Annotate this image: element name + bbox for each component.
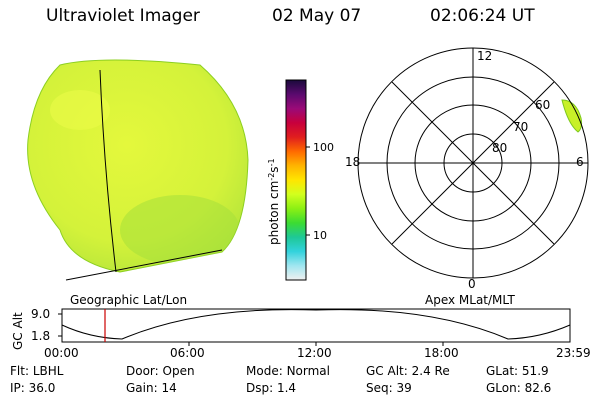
earth-disk-image xyxy=(27,59,249,281)
left-panel-caption: Geographic Lat/Lon xyxy=(70,293,187,307)
time-tick-0000: 00:00 xyxy=(44,346,79,360)
date-label: 02 May 07 xyxy=(272,6,362,26)
latitude-line xyxy=(65,249,223,281)
mlat-label-60: 60 xyxy=(535,98,550,112)
altitude-ylabel: GC Alt xyxy=(11,312,25,350)
aurora-oval xyxy=(561,99,583,133)
alt-tick-1.8: 1.8 xyxy=(31,329,50,343)
colorbar: 100 10 photon cm-2s-1 xyxy=(267,79,334,281)
param-mode: Mode: Normal xyxy=(246,364,330,378)
param-ip: IP: 36.0 xyxy=(10,381,56,395)
altitude-plot xyxy=(58,308,571,346)
altitude-curve xyxy=(61,309,571,340)
time-label: 02:06:24 UT xyxy=(430,6,535,26)
meridian-line xyxy=(99,69,117,273)
param-door: Door: Open xyxy=(126,364,195,378)
mlt-label-6: 6 xyxy=(576,155,584,169)
instrument-title: Ultraviolet Imager xyxy=(46,6,200,26)
mlt-label-0: 0 xyxy=(468,277,476,291)
mlt-label-12: 12 xyxy=(477,49,492,63)
mlat-label-70: 70 xyxy=(513,120,528,134)
polar-plot xyxy=(357,47,589,279)
time-tick-0600: 06:00 xyxy=(170,346,205,360)
param-glat: GLat: 51.9 xyxy=(486,364,549,378)
param-gain: Gain: 14 xyxy=(126,381,177,395)
colorbar-tick-label-10: 10 xyxy=(313,229,327,242)
param-glon: GLon: 82.6 xyxy=(486,381,552,395)
param-seq: Seq: 39 xyxy=(366,381,412,395)
time-tick-2359: 23:59 xyxy=(556,346,591,360)
param-gc-alt: GC Alt: 2.4 Re xyxy=(366,364,450,378)
mlt-label-18: 18 xyxy=(345,155,360,169)
right-panel-caption: Apex MLat/MLT xyxy=(425,293,515,307)
mlt-diag-2 xyxy=(391,81,555,245)
colorbar-label: photon cm-2s-1 xyxy=(267,158,281,245)
time-tick-1800: 18:00 xyxy=(424,346,459,360)
param-dsp: Dsp: 1.4 xyxy=(246,381,297,395)
mlat-label-80: 80 xyxy=(492,141,507,155)
alt-tick-9: 9.0 xyxy=(31,307,50,321)
time-tick-1200: 12:00 xyxy=(297,346,332,360)
param-flt: Flt: LBHL xyxy=(10,364,64,378)
colorbar-tick-label-100: 100 xyxy=(313,141,334,154)
